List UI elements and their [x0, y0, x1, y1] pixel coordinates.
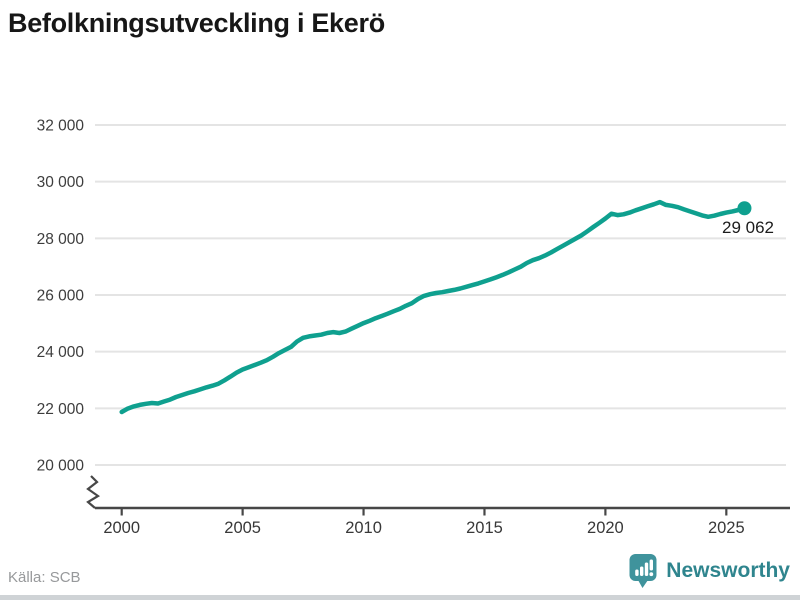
logo-bar-medium — [640, 566, 644, 576]
series-end-dot — [737, 201, 752, 216]
source-label: Källa: SCB — [8, 569, 81, 586]
y-tick-label: 24 000 — [37, 344, 85, 361]
brand-name: Newsworthy — [666, 559, 790, 582]
y-axis-break-icon — [86, 475, 101, 509]
x-tick-label: 2015 — [466, 519, 503, 537]
y-tick-label: 32 000 — [37, 118, 85, 135]
population-chart: 32 000 30 000 28 000 26 000 24 000 22 000 20 0… — [37, 118, 790, 537]
logo-bar-tall — [645, 562, 649, 576]
window-bottom-edge — [0, 595, 800, 600]
x-tick-label: 2020 — [587, 519, 624, 537]
x-tick-label: 2000 — [103, 519, 140, 537]
x-tick-label: 2010 — [345, 519, 382, 537]
x-tick-label: 2025 — [708, 519, 745, 537]
chart-title: Befolkningsutveckling i Ekerö — [8, 8, 385, 38]
logo-bubble-tail — [638, 580, 649, 588]
logo-exclamation-bar — [649, 559, 654, 571]
x-tick-label: 2005 — [224, 519, 261, 537]
logo-exclamation-dot — [649, 572, 654, 577]
newsworthy-logo-icon — [629, 554, 657, 588]
y-tick-label: 30 000 — [37, 174, 85, 191]
logo-bar-short — [635, 569, 639, 576]
y-tick-label: 22 000 — [37, 401, 85, 418]
y-tick-label: 28 000 — [37, 231, 85, 248]
y-tick-label: 20 000 — [37, 458, 85, 475]
newsworthy-logo[interactable]: Newsworthy — [628, 553, 790, 589]
population-line — [119, 199, 747, 415]
y-tick-label: 26 000 — [37, 288, 85, 305]
end-value-label: 29 062 — [722, 218, 774, 237]
